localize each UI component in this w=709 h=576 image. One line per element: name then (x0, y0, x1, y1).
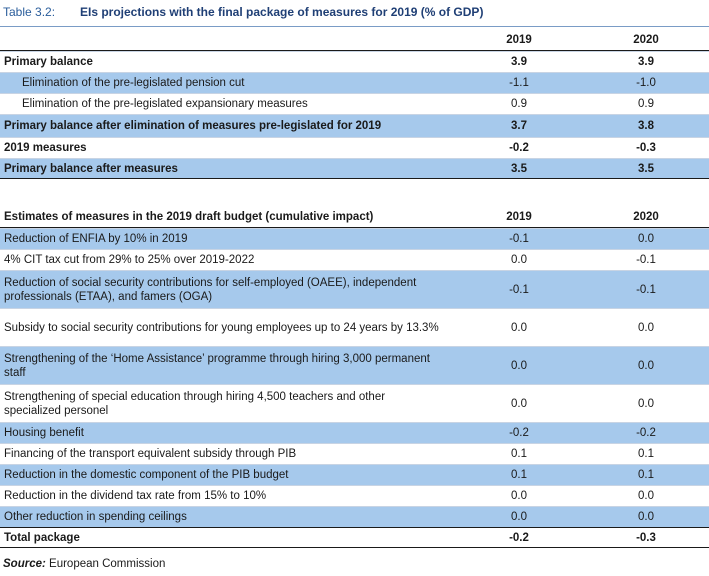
table-row: Reduction of ENFIA by 10% in 2019 -0.1 0… (0, 228, 709, 249)
header-col-2019: 2019 (506, 211, 532, 223)
value-2020: 0.0 (638, 511, 654, 523)
value-2019: -0.2 (509, 142, 529, 154)
row-label: Reduction of social security contributio… (4, 276, 417, 303)
value-2019: 3.5 (511, 162, 527, 175)
measures-section: Estimates of measures in the 2019 draft … (0, 207, 709, 548)
table-row: Subsidy to social security contributions… (0, 308, 709, 346)
source-text: European Commission (45, 558, 166, 570)
value-2019: 0.0 (511, 254, 527, 266)
row-label: Financing of the transport equivalent su… (4, 448, 297, 460)
value-2019: 0.1 (511, 469, 527, 481)
row-label: Primary balance after elimination of mea… (4, 120, 382, 132)
value-2019: -0.1 (509, 283, 529, 296)
row-label: Reduction in the dividend tax rate from … (4, 490, 267, 502)
value-2020: 0.0 (638, 490, 654, 502)
table-row: Primary balance after elimination of mea… (0, 114, 709, 137)
row-label: Reduction of ENFIA by 10% in 2019 (4, 233, 188, 245)
header-col-2019: 2019 (506, 34, 532, 46)
value-2020: -0.3 (636, 142, 656, 154)
table-row: Primary balance after measures 3.5 3.5 (0, 158, 709, 179)
table-number: Table 3.2: (3, 5, 56, 19)
table-row: Other reduction in spending ceilings 0.0… (0, 506, 709, 527)
value-2019: 3.9 (511, 56, 527, 68)
value-2020: 0.0 (638, 233, 654, 245)
row-label: Reduction in the domestic component of t… (4, 469, 289, 481)
value-2019: -0.2 (509, 531, 529, 544)
value-2020: 0.1 (638, 448, 654, 460)
row-label: Elimination of the pre-legislated expans… (22, 98, 308, 110)
value-2020: 3.9 (638, 56, 654, 68)
table-row: Reduction in the domestic component of t… (0, 464, 709, 485)
value-2020: -1.0 (636, 77, 656, 89)
value-2019: 0.0 (511, 511, 527, 523)
table-header-row: 2019 2020 (0, 30, 709, 51)
table-row: Elimination of the pre-legislated pensio… (0, 72, 709, 93)
value-2019: 0.0 (511, 359, 527, 372)
table-row: 4% CIT tax cut from 29% to 25% over 2019… (0, 249, 709, 270)
value-2020: 3.5 (638, 162, 654, 175)
value-2020: -0.1 (636, 283, 656, 296)
table-caption: Table 3.2: EIs projections with the fina… (0, 0, 709, 27)
row-label: 4% CIT tax cut from 29% to 25% over 2019… (4, 254, 255, 266)
header-label: Estimates of measures in the 2019 draft … (4, 211, 374, 223)
value-2019: 0.1 (511, 448, 527, 460)
table-row: Strengthening of special education throu… (0, 384, 709, 422)
row-label: Primary balance (4, 56, 93, 68)
value-2020: 0.9 (638, 98, 654, 110)
value-2019: 0.9 (511, 98, 527, 110)
value-2019: -1.1 (509, 77, 529, 89)
total-row: Total package -0.2 -0.3 (0, 527, 709, 548)
header-col-2020: 2020 (633, 34, 659, 46)
header-col-2020: 2020 (633, 211, 659, 223)
table-row: Housing benefit -0.2 -0.2 (0, 422, 709, 443)
row-label: Subsidy to social security contributions… (4, 321, 439, 334)
table-row: Elimination of the pre-legislated expans… (0, 93, 709, 114)
projections-section: 2019 2020 Primary balance 3.9 3.9 Elimin… (0, 30, 709, 179)
row-label: Other reduction in spending ceilings (4, 511, 187, 523)
value-2020: 3.8 (638, 120, 654, 132)
value-2020: 0.0 (638, 321, 654, 334)
value-2020: -0.3 (636, 531, 656, 544)
value-2020: 0.0 (638, 397, 654, 410)
value-2019: 0.0 (511, 321, 527, 334)
value-2020: 0.1 (638, 469, 654, 481)
table-title: EIs projections with the final package o… (80, 5, 484, 19)
table-row: Reduction of social security contributio… (0, 270, 709, 308)
value-2020: -0.1 (636, 254, 656, 266)
table-row: Reduction in the dividend tax rate from … (0, 485, 709, 506)
value-2019: -0.1 (509, 233, 529, 245)
source-note: Source: European Commission (3, 558, 165, 570)
table-row: Financing of the transport equivalent su… (0, 443, 709, 464)
row-label: Housing benefit (4, 427, 84, 439)
table-row: 2019 measures -0.2 -0.3 (0, 137, 709, 158)
value-2019: 0.0 (511, 490, 527, 502)
source-prefix: Source: (3, 558, 46, 570)
row-label: Total package (4, 531, 80, 544)
value-2020: 0.0 (638, 359, 654, 372)
table-header-row: Estimates of measures in the 2019 draft … (0, 207, 709, 228)
row-label: Elimination of the pre-legislated pensio… (22, 77, 245, 89)
row-label: Primary balance after measures (4, 162, 178, 175)
table-row: Strengthening of the ‘Home Assistance’ p… (0, 346, 709, 384)
table-row: Primary balance 3.9 3.9 (0, 51, 709, 72)
value-2019: 0.0 (511, 397, 527, 410)
value-2019: 3.7 (511, 120, 527, 132)
row-label: 2019 measures (4, 142, 87, 154)
row-label: Strengthening of the ‘Home Assistance’ p… (4, 352, 430, 379)
value-2019: -0.2 (509, 427, 529, 439)
row-label: Strengthening of special education throu… (4, 390, 386, 417)
value-2020: -0.2 (636, 427, 656, 439)
